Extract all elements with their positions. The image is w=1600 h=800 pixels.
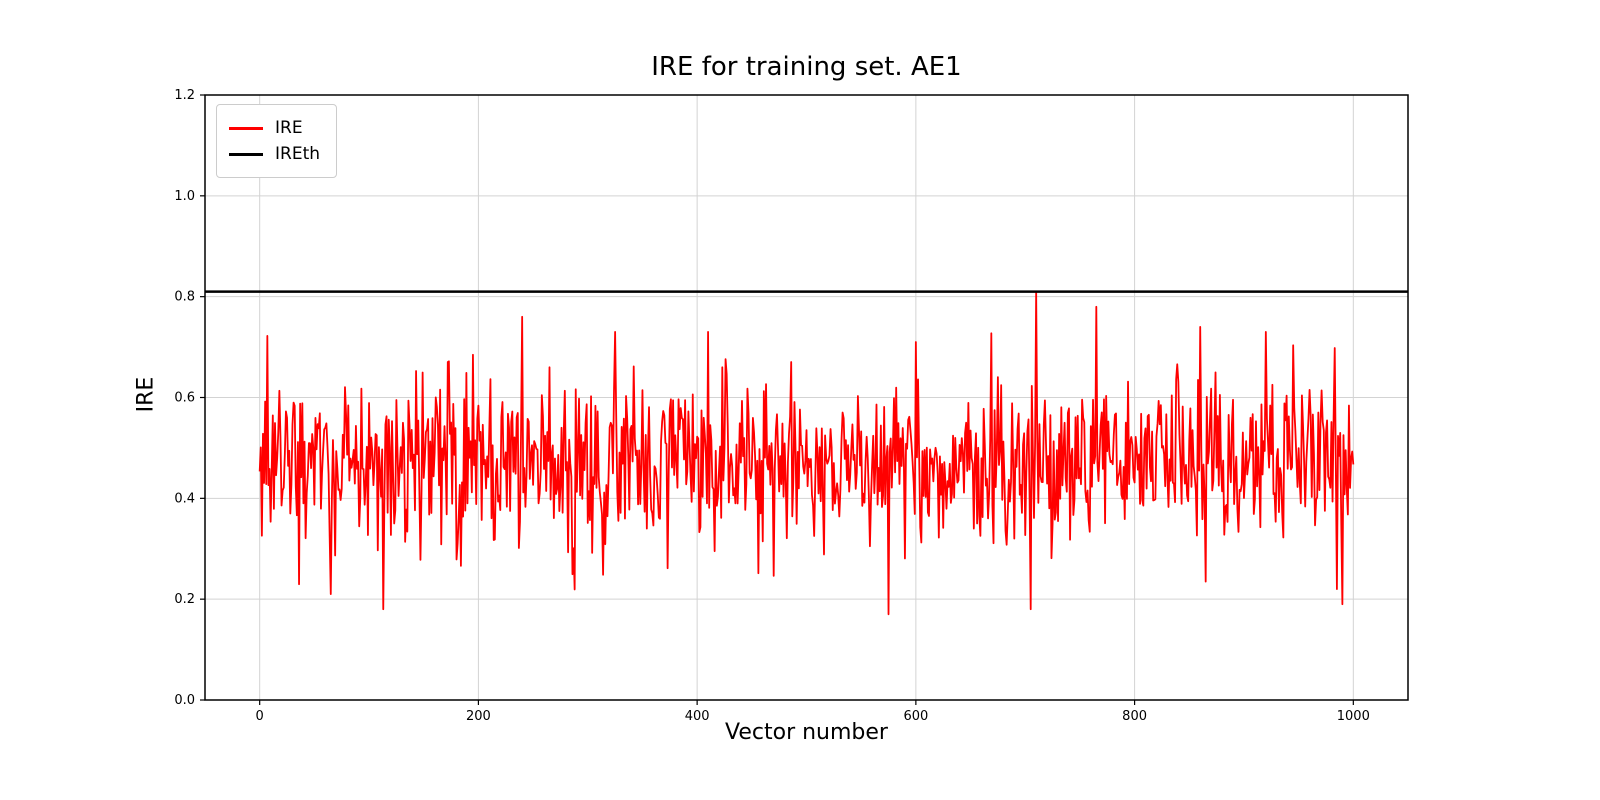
x-axis-label: Vector number <box>725 720 888 745</box>
y-tick-label: 0.8 <box>174 290 195 305</box>
legend-line-ire-icon <box>229 126 263 130</box>
x-tick-label: 400 <box>685 709 710 724</box>
legend-item-ireth: IREth <box>229 141 320 167</box>
legend-label-ireth: IREth <box>275 144 321 164</box>
y-tick-label: 0.2 <box>174 592 195 607</box>
y-tick-label: 1.2 <box>174 88 195 103</box>
chart-title: IRE for training set. AE1 <box>651 52 962 82</box>
y-tick-label: 0.0 <box>174 693 195 708</box>
y-tick-label: 0.4 <box>174 491 195 506</box>
legend-label-ire: IRE <box>275 118 303 138</box>
y-tick-label: 0.6 <box>174 391 195 406</box>
legend-line-ireth-icon <box>229 152 263 156</box>
legend: IRE IREth <box>216 104 338 178</box>
x-tick-label: 1000 <box>1337 709 1370 724</box>
y-axis-label: IRE <box>133 376 159 413</box>
x-tick-label: 800 <box>1122 709 1147 724</box>
legend-item-ire: IRE <box>229 115 320 141</box>
series-line-ire <box>258 290 1355 616</box>
tick-labels: 0 200 400 600 800 1000 0.0 0.2 0.4 0.6 0.8 1.0 1.2 <box>174 88 1370 724</box>
tick-marks <box>200 94 1354 705</box>
x-tick-label: 200 <box>466 709 491 724</box>
x-tick-label: 0 <box>256 709 264 724</box>
x-tick-label: 600 <box>903 709 928 724</box>
y-tick-label: 1.0 <box>174 189 195 204</box>
